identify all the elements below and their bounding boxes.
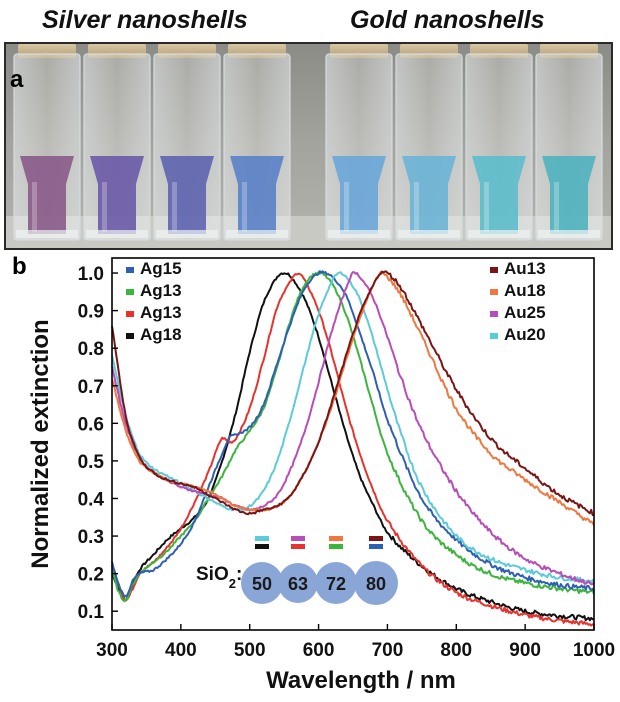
legend-entry: Ag13 [140,281,182,300]
series-line [111,271,595,586]
y-tick-label: 1.0 [78,264,104,285]
x-tick-label: 900 [509,640,541,661]
y-tick-label: 0.6 [78,414,104,435]
sio2-marker-top [329,536,343,541]
series-line [111,270,595,517]
legend-silver: Ag15 Ag13 Ag13 Ag18 [126,259,182,344]
cuvette [465,44,533,241]
sio2-size-indicator: SiO2: 50 63 72 80 [196,536,398,605]
legend-entry: Au20 [504,325,546,344]
y-axis-label: Normalized extinction [27,319,54,568]
sio2-size-label: 80 [366,574,386,594]
sio2-size-circle [241,562,283,604]
legend-entry: Au13 [504,259,546,278]
cuvette-liquid [332,156,386,234]
legend-entry: Au18 [504,281,546,300]
cuvette [83,44,151,241]
cuvette-photo [4,42,613,250]
x-tick-label: 1000 [573,640,615,661]
x-tick-label: 700 [372,640,404,661]
sio2-size-circle [278,563,318,603]
sio2-marker-top [255,536,269,541]
cuvette [13,44,81,241]
plot-frame [111,257,595,631]
x-axis-label: Wavelength / nm [266,667,456,694]
series-line [111,270,595,598]
x-tick-label: 300 [96,640,128,661]
y-tick-label: 0.4 [78,489,105,510]
sio2-size-circle [354,561,398,605]
legend-swatch [490,333,498,339]
y-tick-label: 0.2 [78,565,104,586]
legend-swatch [126,267,134,273]
legend-swatch [126,289,134,295]
legend-entry: Ag13 [140,303,182,322]
series-line [111,272,595,622]
cuvette [395,44,463,241]
sio2-marker-bottom [369,544,383,549]
y-tick-label: 0.3 [78,527,104,548]
cuvette [153,44,221,241]
x-tick-label: 800 [440,640,472,661]
x-tick-label: 500 [234,640,266,661]
cuvette-liquid [230,156,284,234]
sio2-label: SiO2: [196,564,242,591]
cuvette-liquid [402,156,456,234]
series-line [111,271,595,584]
cuvette-liquid [160,156,214,234]
cuvette [535,44,603,241]
sio2-size-label: 72 [326,574,346,594]
panel-a-label: a [10,66,24,93]
sio2-marker-bottom [329,544,343,549]
y-tick-label: 0.7 [78,377,104,398]
y-tick-label: 0.8 [78,339,104,360]
cuvette-liquid [90,156,144,234]
cuvette-liquid [542,156,596,234]
y-tick-label: 0.1 [78,602,105,623]
legend-entry: Ag15 [140,259,182,278]
sio2-size-label: 63 [288,574,308,594]
panel-b-label: b [12,253,27,280]
legend-entry: Au25 [504,303,546,322]
sio2-marker-top [291,536,305,541]
y-tick-label: 0.5 [78,452,105,473]
cuvette-liquid [472,156,526,234]
gold-nanoshells-label: Gold nanoshells [350,6,545,34]
y-tick-label: 0.9 [78,302,104,323]
legend-swatch [126,311,134,317]
sio2-marker-top [369,536,383,541]
legend-swatch [490,267,498,273]
cuvette-liquid [20,156,74,234]
legend-entry: Ag18 [140,325,182,344]
legend-gold: Au13 Au18 Au25 Au20 [490,259,546,344]
sio2-marker-bottom [255,544,269,549]
sio2-size-label: 50 [252,574,272,594]
cuvette [223,44,291,241]
sio2-size-circle [315,562,357,604]
legend-swatch [490,311,498,317]
legend-swatch [490,289,498,295]
x-tick-label: 600 [303,640,335,661]
extinction-chart: SiO2: 50 63 72 80 300 400 500 600 700 800 900 1000… [27,257,615,694]
x-tick-label: 400 [165,640,197,661]
silver-nanoshells-label: Silver nanoshells [42,6,248,34]
cuvette [325,44,393,241]
sio2-marker-bottom [291,544,305,549]
series-line [111,272,595,627]
legend-swatch [126,333,134,339]
